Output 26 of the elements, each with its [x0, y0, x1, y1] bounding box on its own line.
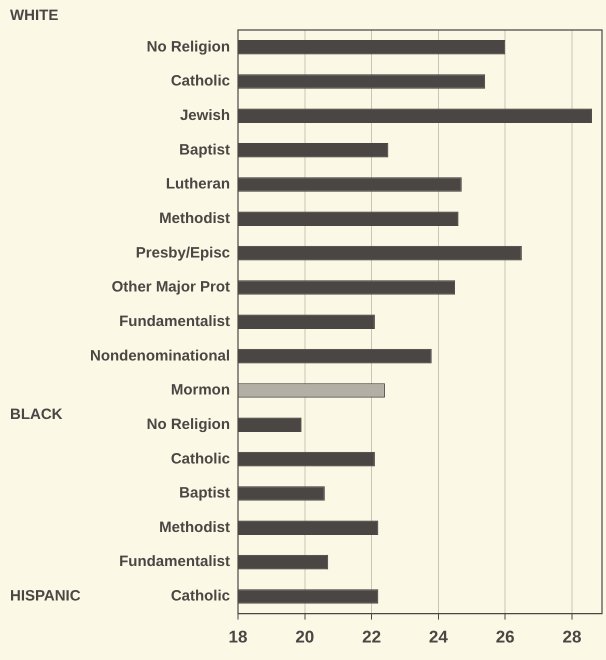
x-tick-label: 20 — [295, 627, 314, 646]
y-tick-label: Catholic — [170, 588, 230, 605]
x-tick-label: 24 — [428, 627, 448, 646]
x-tick-label: 18 — [228, 627, 248, 646]
x-tick-label: 26 — [496, 627, 515, 646]
y-tick-label: Lutheran — [166, 176, 230, 193]
text: WHITE — [10, 7, 58, 24]
x-tick-label: 28 — [562, 627, 582, 646]
y-tick-label: Baptist — [179, 141, 230, 158]
y-tick-label: No Religion — [146, 38, 230, 56]
y-tick-label: Other Major Prot — [112, 278, 230, 296]
y-tick-label: Catholic — [170, 72, 230, 90]
text: BLACK — [10, 406, 63, 423]
y-tick-label: Methodist — [159, 518, 230, 536]
x-tick-label: 22 — [362, 627, 382, 646]
y-tick-label: Jewish — [180, 106, 230, 124]
y-tick-label: Methodist — [159, 210, 230, 227]
y-tick-label: Presby/Episc — [136, 244, 230, 262]
y-tick-label: Fundamentalist — [119, 553, 230, 570]
y-tick-label: Fundamentalist — [119, 312, 230, 330]
y-tick-label: Nondenominational — [90, 347, 230, 364]
y-tick-label: Catholic — [170, 450, 230, 468]
y-tick-label: Mormon — [170, 382, 230, 399]
y-tick-label: No Religion — [146, 416, 230, 433]
text: HISPANIC — [10, 588, 81, 605]
y-tick-label: Baptist — [179, 484, 230, 502]
